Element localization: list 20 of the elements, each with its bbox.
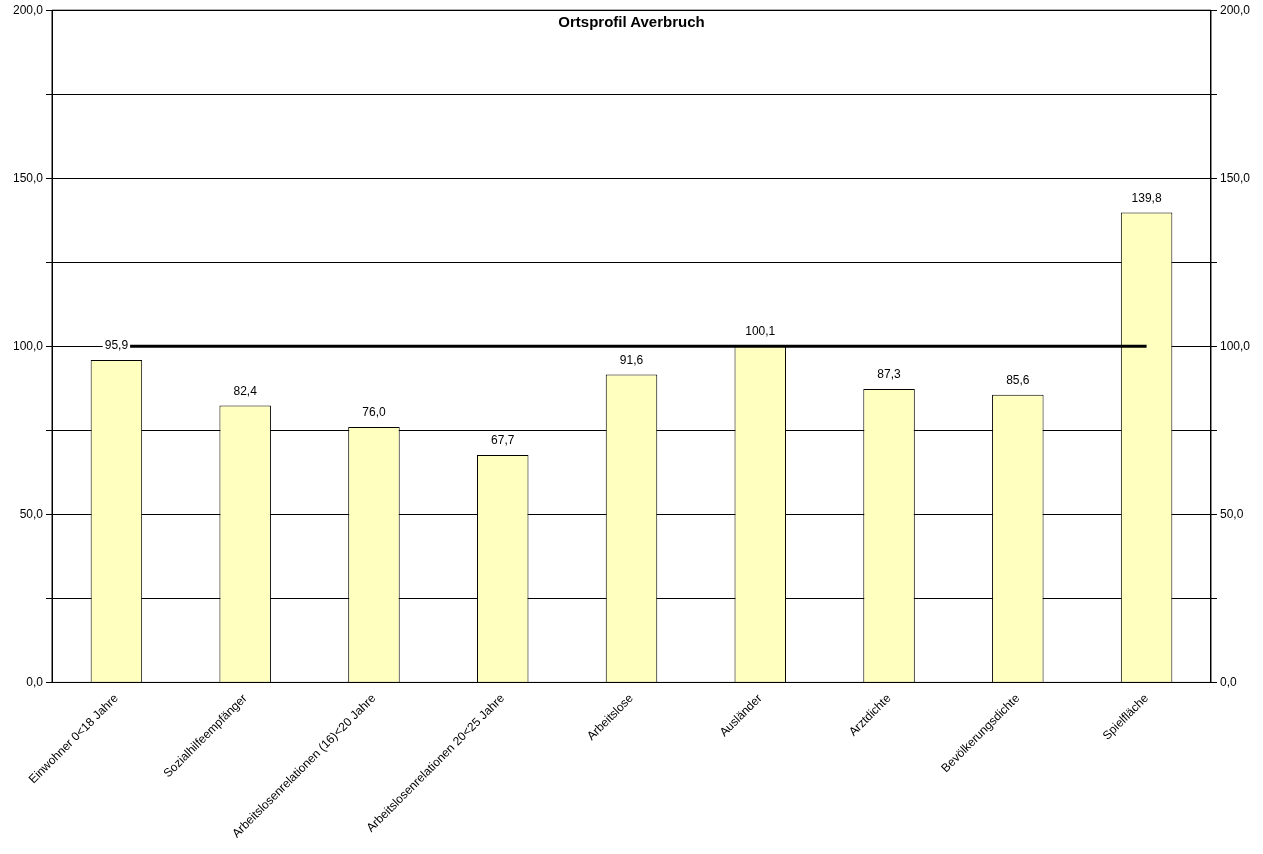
data-label: 139,8 [1131,190,1162,205]
y2-tick-label: 0,0 [1219,674,1237,689]
data-label: 95,9 [104,338,129,353]
data-label: 82,4 [233,383,258,398]
chart-title: Ortsprofil Averbruch [558,13,705,31]
y-tick-label: 100,0 [13,338,44,353]
y2-tick-label: 50,0 [1219,506,1244,521]
y-tick-label: 200,0 [13,2,44,17]
y2-tick-label: 150,0 [1219,170,1251,185]
data-label: 76,0 [362,405,386,420]
y2-tick-label: 200,0 [1219,2,1251,17]
data-label: 91,6 [619,352,644,367]
data-label: 67,7 [491,433,515,448]
data-label: 87,3 [877,367,902,382]
data-label: 85,6 [1006,373,1030,388]
data-label: 100,1 [745,324,776,339]
y2-tick-label: 100,0 [1219,338,1251,353]
y-tick-label: 50,0 [19,506,44,521]
y-tick-label: 0,0 [26,674,44,689]
y-tick-label: 150,0 [13,170,44,185]
